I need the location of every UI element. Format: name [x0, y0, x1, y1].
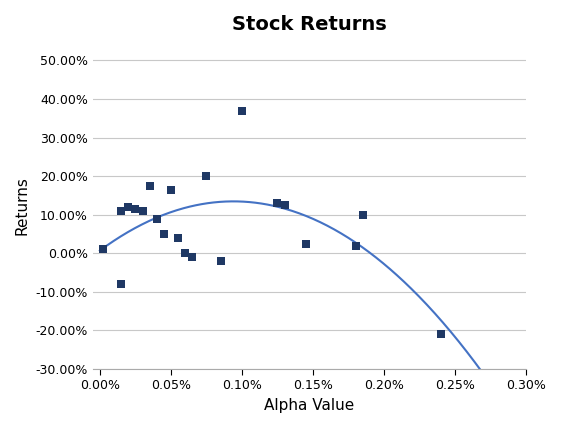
Point [98, 246, 107, 253]
Point [173, 235, 182, 241]
Point [152, 215, 161, 222]
Point [124, 204, 133, 211]
Title: Stock Returns: Stock Returns [232, 15, 387, 34]
Point [216, 258, 225, 265]
Point [202, 173, 211, 180]
Point [117, 208, 126, 214]
Point [131, 205, 140, 212]
Point [273, 200, 282, 207]
Point [117, 281, 126, 288]
Point [167, 186, 176, 193]
Point [351, 242, 360, 249]
Point [436, 331, 445, 338]
X-axis label: Alpha Value: Alpha Value [264, 398, 355, 413]
Point [181, 250, 190, 257]
Point [188, 254, 197, 261]
Point [237, 107, 246, 114]
Point [145, 182, 154, 189]
Point [301, 240, 310, 247]
Point [280, 202, 289, 208]
Point [159, 231, 168, 238]
Point [358, 211, 367, 218]
Y-axis label: Returns: Returns [15, 175, 30, 235]
Point [138, 208, 147, 214]
